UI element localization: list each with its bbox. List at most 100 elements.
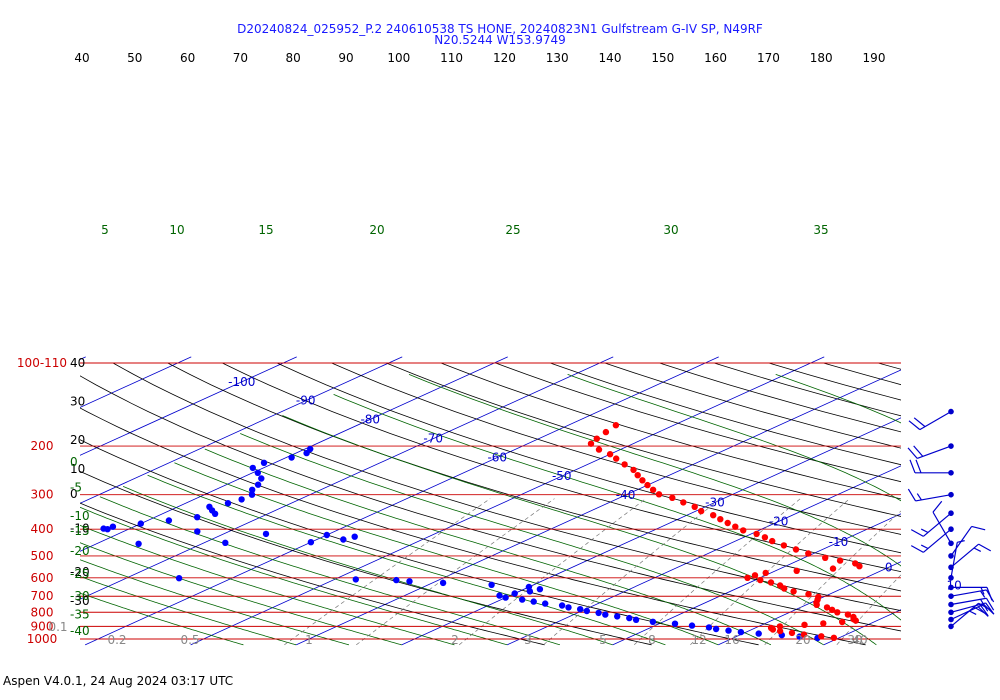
wind-barb [907, 443, 954, 459]
dry-adiabat [823, 362, 901, 386]
dewpoint-profile-point [712, 625, 720, 633]
wind-barb-station [948, 609, 954, 616]
wind-barb-station [948, 540, 954, 547]
wind-barb-station [948, 491, 954, 498]
left-axis-label: -25 [70, 567, 90, 581]
isobar-label: 600 [31, 571, 54, 585]
isotherm-label: -30 [705, 495, 725, 509]
wind-barb-station [948, 526, 954, 533]
dewpoint-profile-point [577, 606, 584, 613]
dewpoint-profile-point [406, 578, 413, 585]
dewpoint-profile-point [254, 469, 261, 476]
dewpoint-profile-point [649, 618, 657, 625]
temperature-profile-point [710, 512, 717, 519]
mixing-ratio-line [458, 498, 647, 646]
isotherm [612, 513, 901, 646]
wind-barb [948, 602, 992, 630]
dewpoint-profile-point [688, 622, 696, 629]
isobar-label: 700 [31, 589, 54, 603]
dewpoint-profile-point [602, 611, 609, 618]
moist-adiabat [775, 374, 901, 424]
temperature-profile-point [781, 585, 788, 592]
isobar-label: 800 [31, 605, 54, 619]
dewpoint-profile-point [258, 475, 265, 482]
dewpoint-profile-point [194, 528, 201, 535]
wind-barb-full [910, 545, 924, 553]
dewpoint-profile-point [249, 464, 256, 472]
temperature-profile-point [780, 542, 788, 549]
temperature-profile-point [655, 491, 663, 498]
temperature-profile-point [769, 626, 777, 633]
top-axis-label: 60 [180, 51, 195, 65]
dewpoint-profile-point [248, 491, 256, 498]
dewpoint-profile-point [135, 540, 142, 547]
dewpoint-profile-point [56, 557, 62, 563]
wind-barb-half [916, 493, 922, 501]
temperature-profile-point [793, 567, 800, 574]
mixing-ratio-line [950, 499, 1000, 645]
chart-subtitle: N20.5244 W153.9749 [434, 33, 566, 47]
moist-adiabat [567, 374, 901, 502]
isotherm [401, 417, 901, 646]
temperature-profile-point [621, 461, 628, 468]
isotherm [506, 465, 901, 646]
wind-barb-half [980, 590, 986, 598]
isotherm [80, 356, 403, 504]
left-axis-label: 40 [70, 356, 85, 370]
dewpoint-profile-point [583, 607, 590, 615]
top-axis-label: 100 [387, 51, 410, 65]
temperature-profile-point [856, 563, 863, 570]
temperature-profile-point [805, 550, 812, 557]
profile-layer [56, 422, 863, 642]
temperature-profile-point [691, 503, 698, 510]
dewpoint-profile-point [262, 530, 270, 538]
wind-barb-full [978, 602, 992, 611]
temperature-profile-point [606, 451, 614, 458]
temperature-profile-point [792, 546, 800, 553]
moist-adiabat-label: 15 [258, 223, 273, 237]
temperature-profile-point [769, 537, 776, 545]
dewpoint-profile-point [211, 510, 219, 517]
temperature-profile-point [822, 554, 829, 561]
wind-barb-full [907, 447, 918, 459]
temperature-profile-point [788, 629, 796, 637]
wind-barb-half [957, 540, 965, 543]
dewpoint-profile-point [626, 614, 633, 622]
wind-barb-staff [950, 602, 979, 627]
temperature-profile-point [698, 507, 705, 515]
mixing-ratio-label: 0.5 [180, 633, 199, 647]
top-axis-label: 140 [599, 51, 622, 65]
wind-barb-layer [907, 408, 995, 630]
temperature-profile-point [776, 623, 784, 630]
isobar-layer [80, 362, 901, 640]
wind-barb-full [979, 604, 989, 617]
dewpoint-profile-point [565, 604, 572, 611]
top-axis-label: 190 [863, 51, 886, 65]
dewpoint-profile-point [224, 500, 232, 507]
dewpoint-profile-point [352, 576, 359, 583]
wind-barb-staff [923, 528, 952, 553]
temperature-profile-point [818, 633, 825, 640]
wind-barb [907, 488, 954, 502]
left-axis-label: 0 [70, 487, 78, 501]
wind-barb-staff [950, 597, 987, 606]
dewpoint-profile-point [238, 496, 245, 503]
dewpoint-profile-point [249, 486, 256, 493]
dewpoint-profile-point [175, 575, 183, 582]
left-axis-label: -10 [70, 509, 90, 523]
wind-barb-half [969, 610, 977, 615]
dry-adiabat [604, 362, 901, 449]
temperature-profile-point [649, 486, 657, 493]
temperature-profile-point [801, 621, 808, 628]
moist-adiabat [99, 496, 561, 646]
wind-barb-staff [950, 603, 984, 621]
dewpoint-profile-point [323, 531, 330, 539]
moist-adiabat [80, 524, 455, 646]
wind-barb-station [948, 469, 954, 476]
dewpoint-profile-point [725, 627, 732, 634]
mixing-ratio-line [633, 498, 801, 646]
temperature-profile-point [630, 466, 637, 474]
top-axis-label: 180 [810, 51, 833, 65]
isotherm-label: -90 [296, 394, 316, 408]
dewpoint-profile-point [109, 523, 117, 530]
